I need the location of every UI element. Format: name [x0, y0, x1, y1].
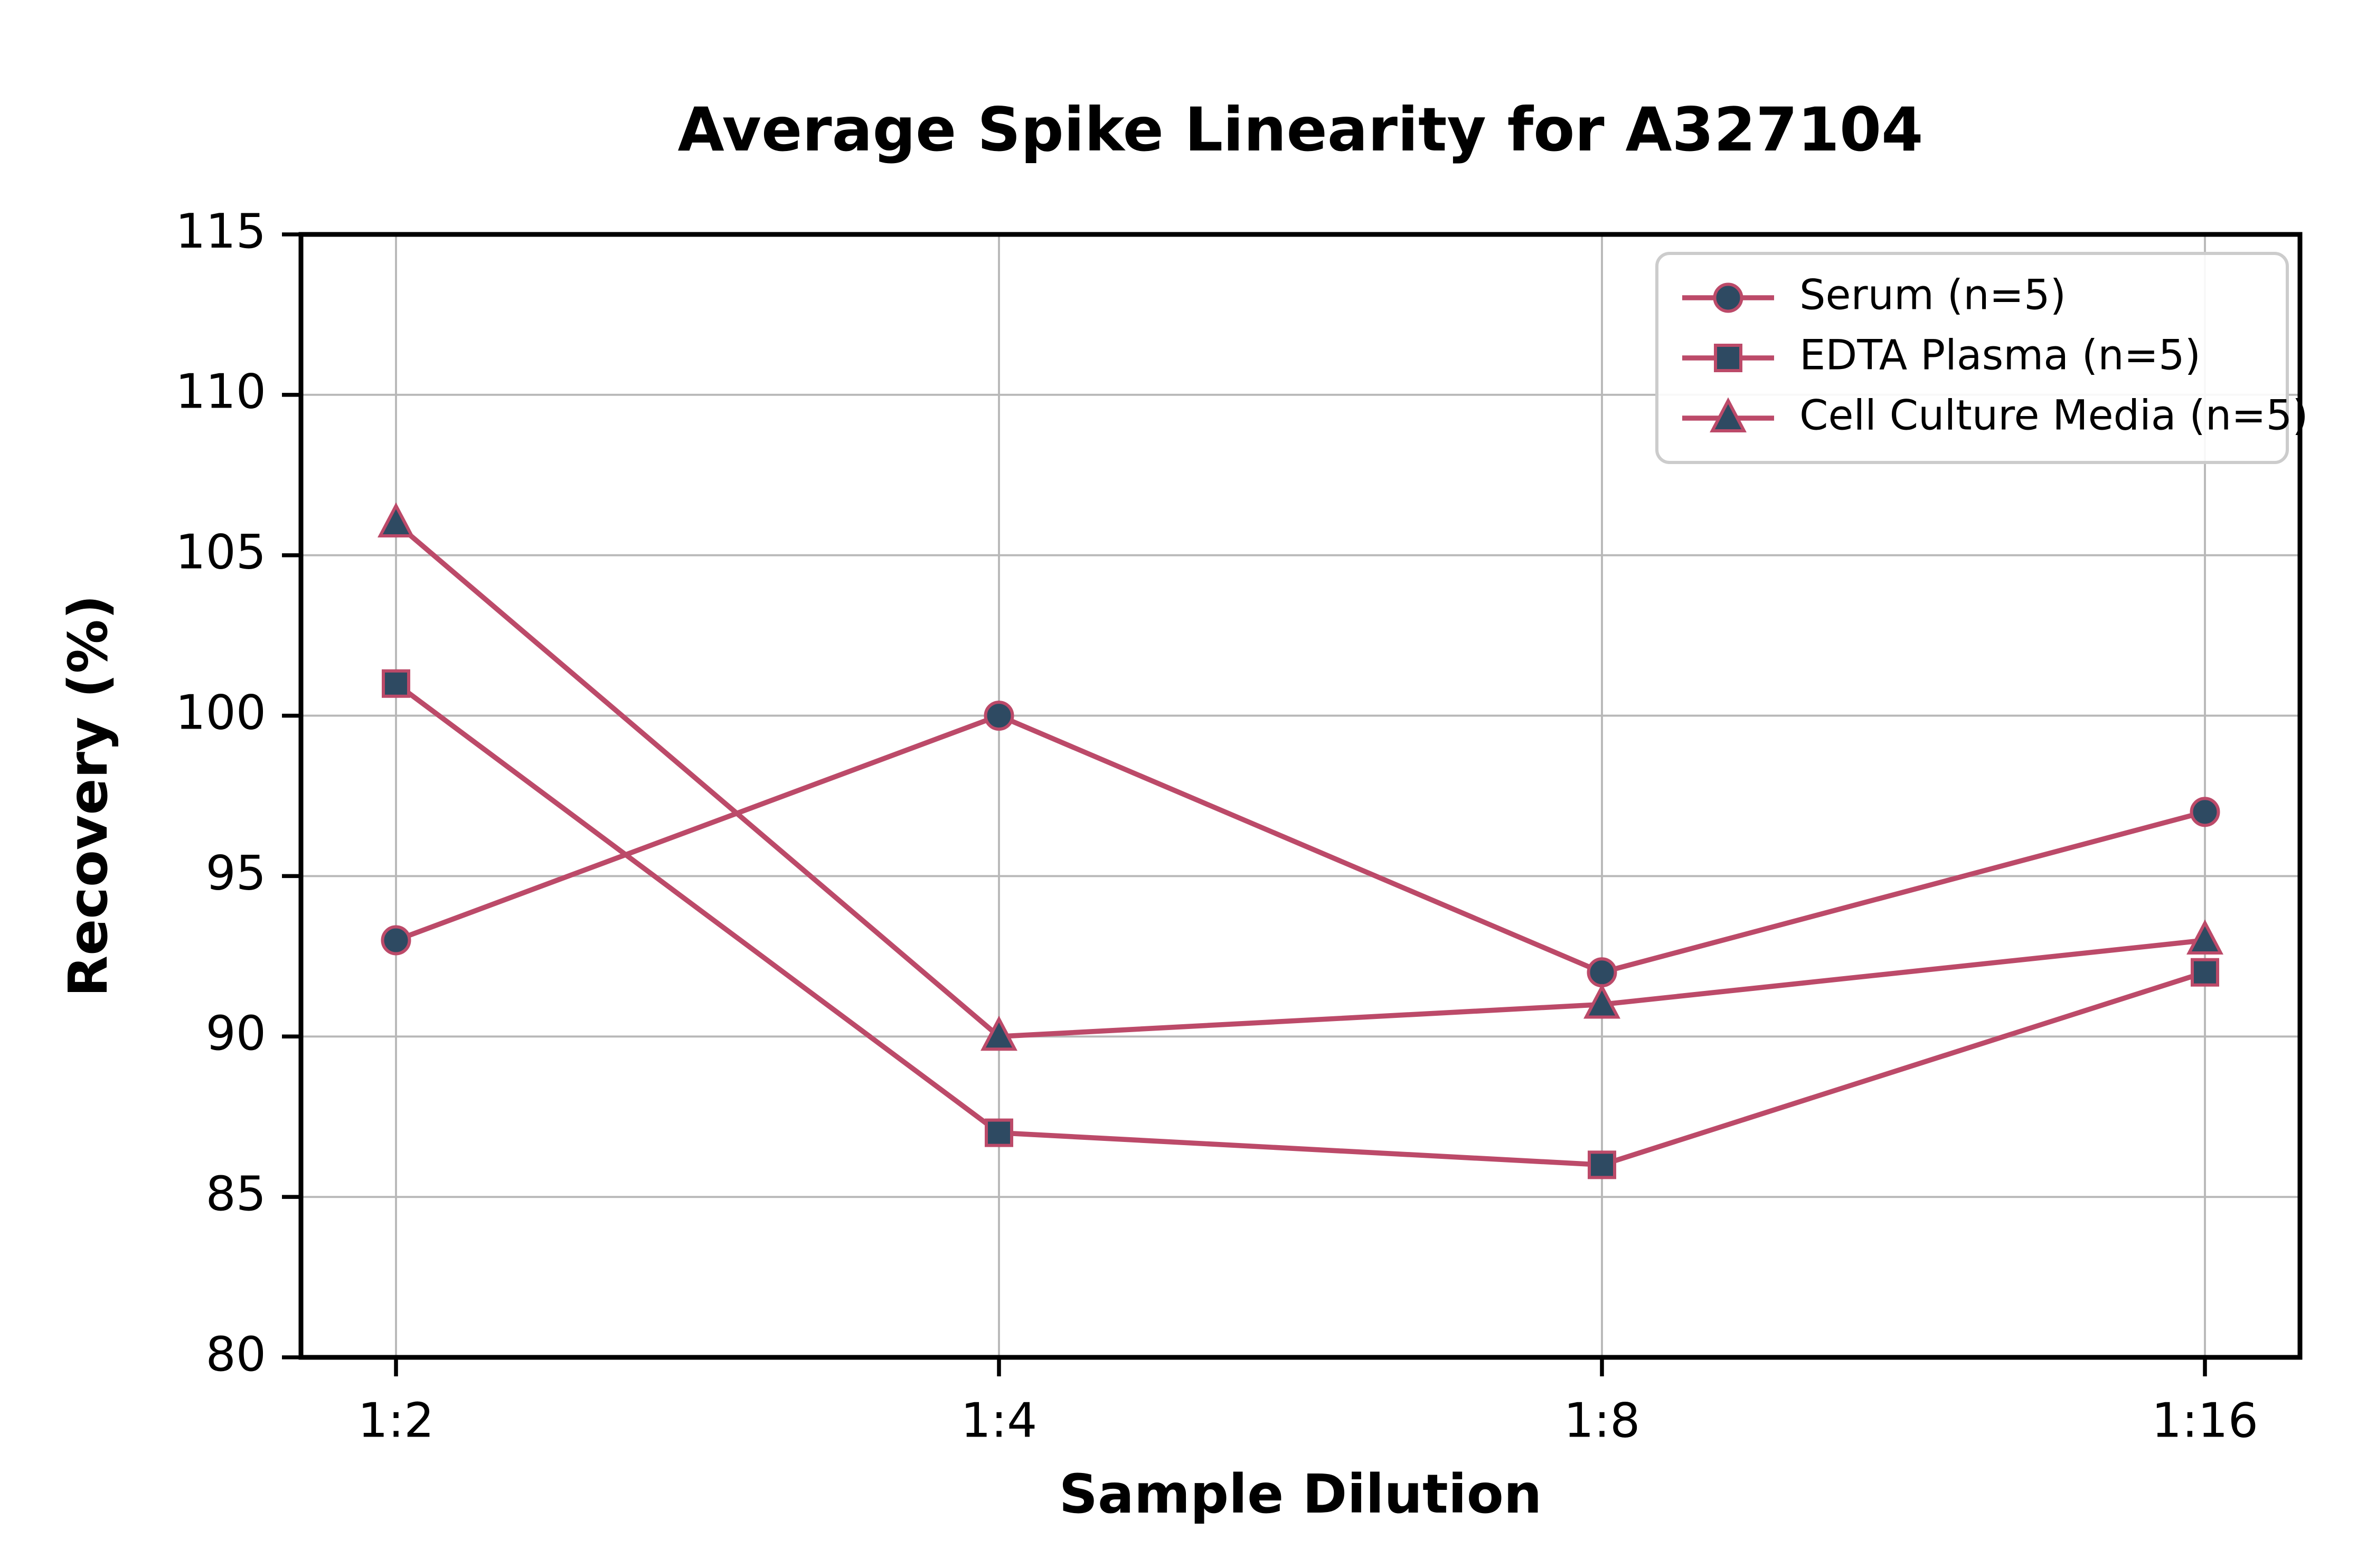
y-tick-label: 90: [205, 1006, 266, 1061]
legend-marker-circle: [1713, 282, 1743, 313]
series-line-triangle: [394, 521, 2205, 1040]
series-marker-triangle: [378, 502, 414, 537]
legend-label: Cell Culture Media (n=5): [1799, 392, 2308, 439]
y-tick-label: 80: [205, 1327, 266, 1382]
x-tick-label: 1:16: [2152, 1393, 2258, 1448]
series-line-circle: [395, 713, 2206, 975]
series-marker-circle: [1587, 957, 1617, 988]
series-marker-triangle: [2186, 919, 2223, 955]
series-marker-circle: [984, 701, 1014, 731]
legend-box: [1655, 252, 2289, 464]
series-marker-circle: [381, 925, 411, 956]
legend-label: Serum (n=5): [1799, 271, 2066, 319]
series-marker-circle: [2190, 797, 2220, 827]
legend-marker-square: [1714, 344, 1742, 372]
legend-marker-triangle: [1710, 397, 1747, 432]
y-tick-label: 115: [175, 204, 266, 259]
series-marker-square: [1587, 1150, 1616, 1179]
series-marker-triangle: [980, 1015, 1017, 1051]
series-line-square: [394, 681, 2206, 1168]
x-tick-label: 1:2: [358, 1393, 435, 1448]
x-tick-label: 1:4: [961, 1393, 1038, 1448]
y-axis-label: Recovery (%): [57, 595, 120, 997]
legend-label: EDTA Plasma (n=5): [1799, 332, 2201, 379]
series-marker-square: [382, 669, 410, 698]
y-tick-label: 100: [175, 685, 266, 740]
y-tick-label: 105: [175, 525, 266, 580]
y-tick-label: 95: [205, 845, 266, 901]
series-marker-triangle: [1583, 984, 1620, 1019]
y-tick-label: 85: [205, 1166, 266, 1222]
x-axis-label: Sample Dilution: [1059, 1463, 1542, 1526]
chart-title: Average Spike Linearity for A327104: [678, 95, 1924, 165]
y-tick-label: 110: [175, 364, 266, 420]
x-tick-label: 1:8: [1564, 1393, 1640, 1448]
axes-spines: [298, 232, 2303, 1360]
series-marker-square: [985, 1118, 1014, 1147]
series-marker-square: [2191, 958, 2219, 987]
